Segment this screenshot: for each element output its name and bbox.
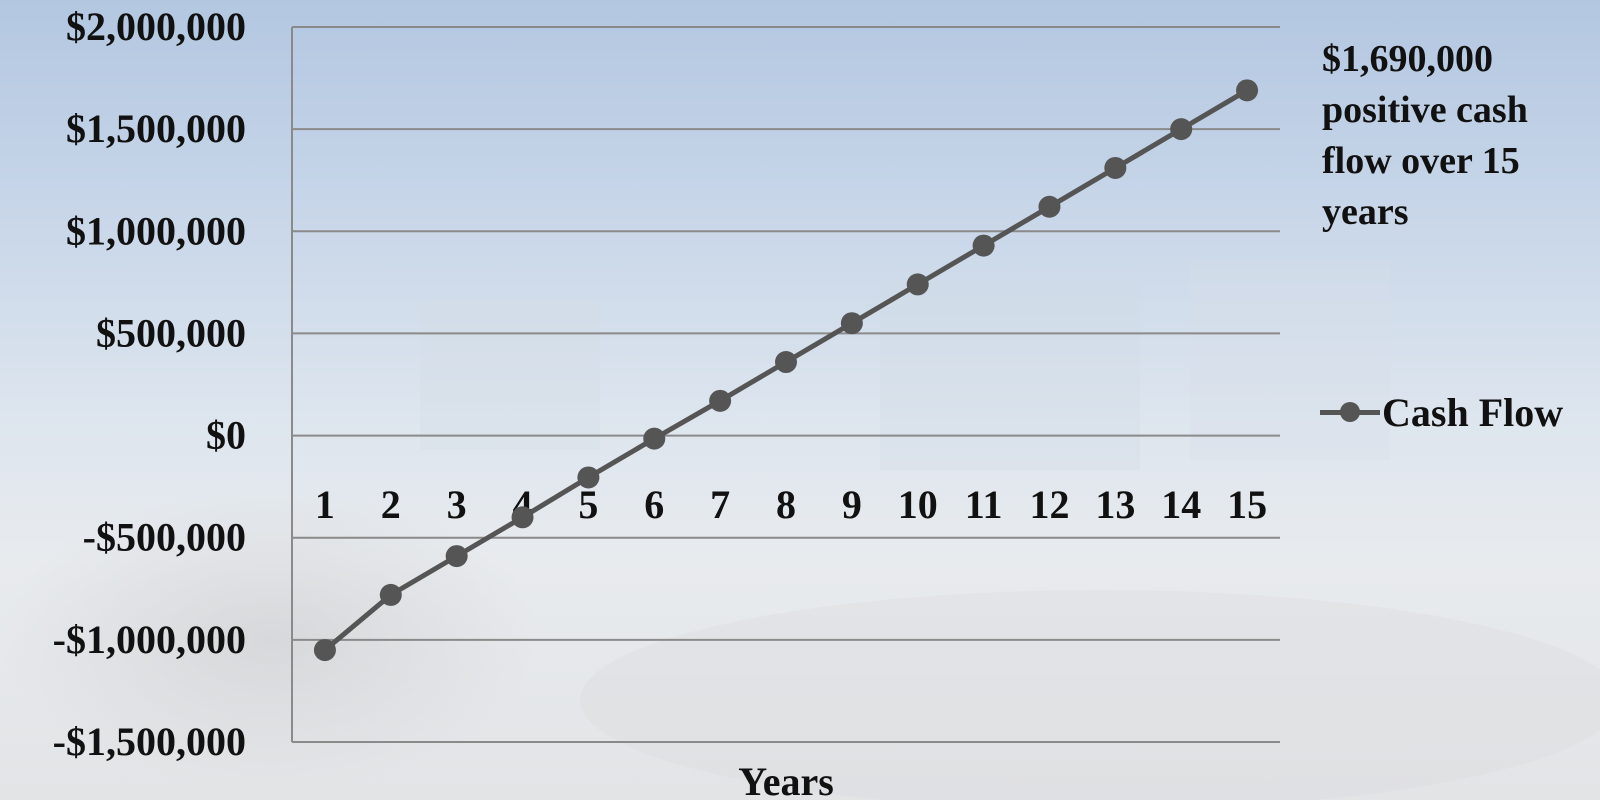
data-point [643,427,666,450]
y-tick-label: $500,000 [96,310,246,355]
x-tick-label: 9 [842,482,862,527]
x-tick-label: 8 [776,482,796,527]
y-tick-label: $2,000,000 [66,4,246,49]
x-tick-label: 7 [710,482,730,527]
data-point [313,639,336,662]
y-tick-label: $1,500,000 [66,106,246,151]
data-point [1038,195,1061,218]
y-tick-label: $1,000,000 [66,208,246,253]
data-point [379,583,402,606]
x-tick-label: 6 [644,482,664,527]
x-tick-label: 12 [1029,482,1069,527]
data-point [906,273,929,296]
legend-marker [1320,397,1380,427]
data-point [840,312,863,335]
y-tick-label: -$500,000 [83,515,246,560]
data-point [972,234,995,257]
x-tick-label: 10 [898,482,938,527]
x-tick-label: 2 [381,482,401,527]
x-tick-label: 3 [447,482,467,527]
data-point [511,506,534,529]
gridlines [292,26,1280,743]
x-axis-label: Years [738,759,834,800]
data-point [577,466,600,489]
chart-annotation: $1,690,000 positive cash flow over 15 ye… [1322,38,1528,233]
data-point [445,545,468,568]
series-markers-cash-flow [313,79,1259,662]
data-point [1170,118,1193,141]
y-axis-tick-labels: $2,000,000 $1,500,000 $1,000,000 $500,000 $0… [53,4,246,764]
x-axis-tick-labels: 1 2 3 4 5 6 7 8 9 10 11 12 13 14 15 [315,482,1267,527]
chart-legend: Cash Flow [1320,384,1563,440]
legend-label-cash-flow: Cash Flow [1382,389,1564,435]
data-point [709,389,732,412]
data-point [1236,79,1259,102]
x-tick-label: 15 [1227,482,1267,527]
x-tick-label: 13 [1095,482,1135,527]
y-tick-label: -$1,500,000 [53,719,246,764]
y-tick-label: $0 [206,413,246,458]
data-point [1104,156,1127,179]
x-tick-label: 1 [315,482,335,527]
data-point [775,351,797,374]
y-tick-label: -$1,000,000 [53,617,246,662]
x-tick-label: 14 [1161,482,1201,527]
x-tick-label: 11 [965,482,1003,527]
x-tick-label: 5 [578,482,598,527]
